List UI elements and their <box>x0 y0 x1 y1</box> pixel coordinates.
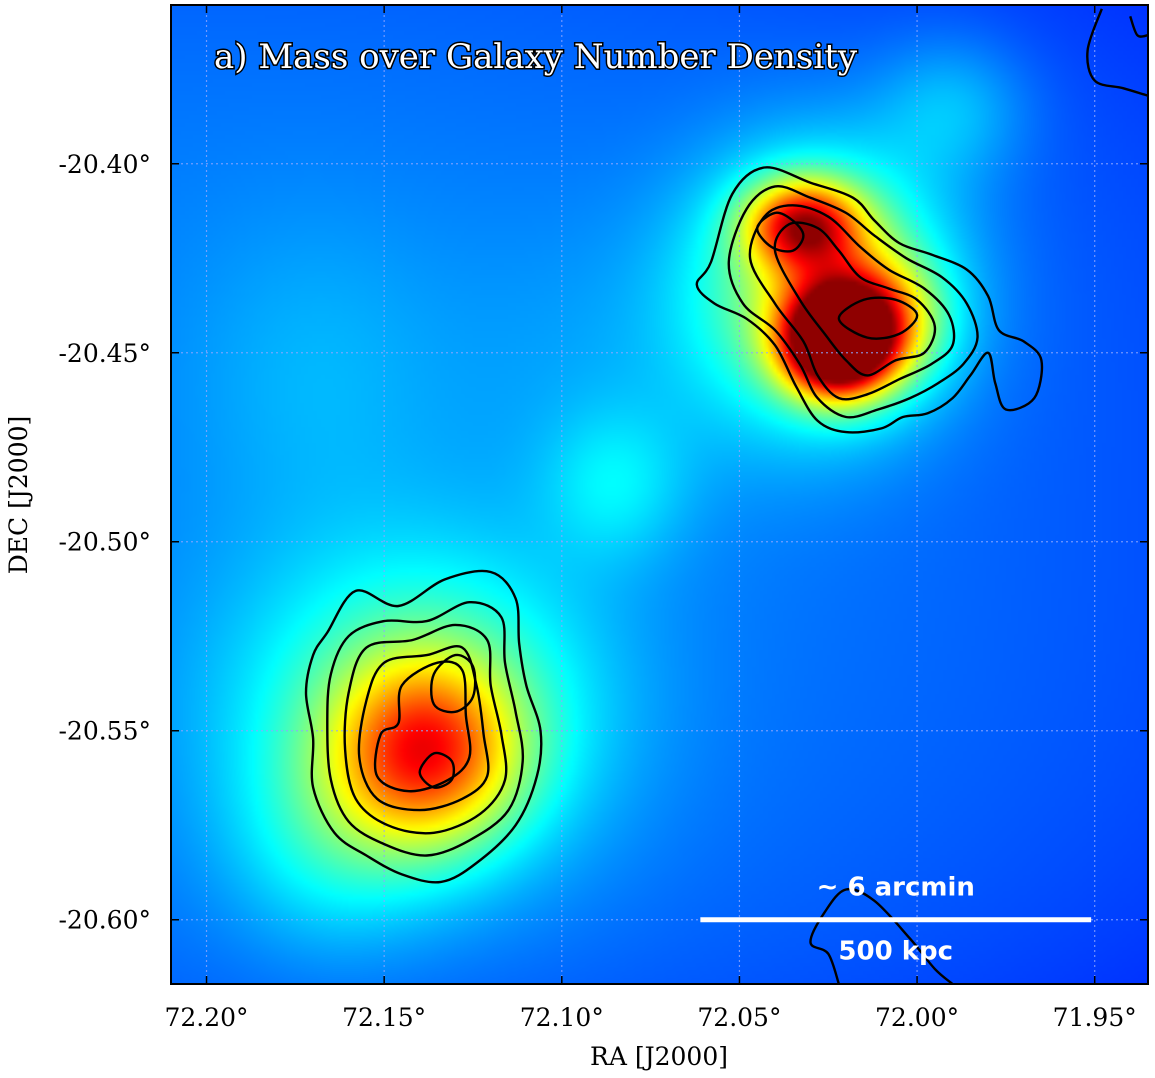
y-tick-label: -20.45° <box>58 339 151 368</box>
y-axis-ticks: -20.40° -20.45° -20.50° -20.55° -20.60° <box>58 150 1148 935</box>
x-tick-label: 72.20° <box>164 1003 248 1032</box>
contour-north-east-corner-13 <box>1086 8 1148 97</box>
contour-south-west-9 <box>357 645 490 812</box>
contour-south-west-12 <box>418 751 456 789</box>
scalebar: ~ 6 arcmin 500 kpc <box>700 873 1092 967</box>
contour-south-west-11 <box>430 653 477 714</box>
contour-south-west-7 <box>326 600 525 857</box>
scalebar-kpc-label: 500 kpc <box>838 937 953 967</box>
chart-title: a) Mass over Galaxy Number Density <box>214 37 858 77</box>
contour-north-east-2 <box>748 204 956 401</box>
x-tick-label: 72.15° <box>342 1003 426 1032</box>
contour-north-east-0 <box>695 166 1044 434</box>
mass-map-heatmap <box>171 5 1148 984</box>
contour-south-west-8 <box>343 623 508 835</box>
grid-lines <box>171 5 1148 984</box>
x-axis-ticks: 72.20° 72.15° 72.10° 72.05° 72.00° 71.95° <box>164 5 1137 1032</box>
y-tick-label: -20.40° <box>58 150 151 179</box>
x-tick-label: 72.00° <box>875 1003 959 1032</box>
y-tick-label: -20.60° <box>58 906 151 935</box>
contour-south-west-6 <box>304 569 543 884</box>
x-tick-label: 72.10° <box>520 1003 604 1032</box>
contour-south-west-10 <box>373 660 472 793</box>
x-tick-label: 72.05° <box>697 1003 781 1032</box>
contour-north-east-5 <box>837 296 919 340</box>
y-axis-label: DEC [J2000] <box>4 416 33 575</box>
plot-frame <box>170 4 1149 985</box>
galaxy-density-contours <box>304 8 1148 984</box>
y-tick-label: -20.50° <box>58 528 151 557</box>
contour-north-east-corner-14 <box>1129 15 1148 38</box>
scalebar-arcmin-label: ~ 6 arcmin <box>817 873 975 903</box>
contour-north-east-1 <box>727 184 979 419</box>
plot-area <box>171 5 1148 984</box>
x-tick-label: 71.95° <box>1053 1003 1137 1032</box>
contour-north-east-4 <box>756 211 805 253</box>
y-tick-label: -20.55° <box>58 717 151 746</box>
contour-south-scalebar-15 <box>809 887 954 984</box>
contour-north-east-3 <box>773 221 937 377</box>
x-axis-label: RA [J2000] <box>590 1042 728 1071</box>
